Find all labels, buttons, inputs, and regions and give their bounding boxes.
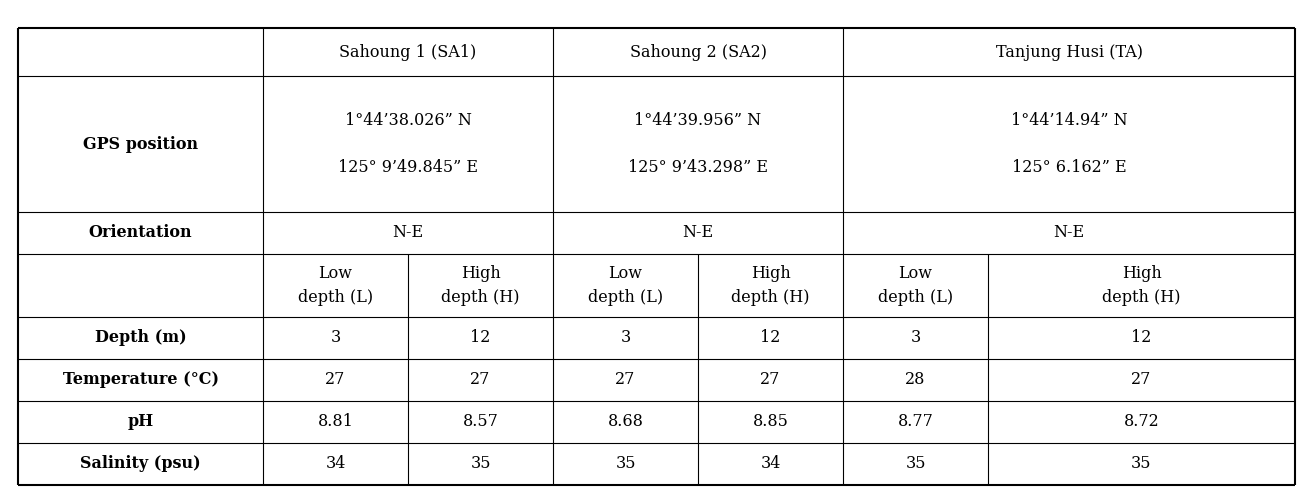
Text: 27: 27	[470, 371, 491, 389]
Text: 3: 3	[621, 329, 631, 346]
Text: 35: 35	[470, 456, 491, 472]
Text: 12: 12	[761, 329, 781, 346]
Text: 8.81: 8.81	[318, 414, 353, 431]
Text: 8.72: 8.72	[1123, 414, 1160, 431]
Text: Depth (m): Depth (m)	[94, 329, 186, 346]
Text: 35: 35	[1131, 456, 1152, 472]
Text: Salinity (psu): Salinity (psu)	[80, 456, 201, 472]
Text: 1°44’38.026” N

125° 9’49.845” E: 1°44’38.026” N 125° 9’49.845” E	[338, 112, 478, 176]
Text: High
depth (H): High depth (H)	[441, 265, 520, 306]
Text: Low
depth (L): Low depth (L)	[588, 265, 663, 306]
Text: 27: 27	[1131, 371, 1152, 389]
Text: 34: 34	[761, 456, 781, 472]
Text: Sahoung 2 (SA2): Sahoung 2 (SA2)	[630, 44, 766, 61]
Text: 1°44’14.94” N

125° 6.162” E: 1°44’14.94” N 125° 6.162” E	[1010, 112, 1127, 176]
Text: 34: 34	[325, 456, 345, 472]
Text: 27: 27	[761, 371, 781, 389]
Text: High
depth (H): High depth (H)	[731, 265, 810, 306]
Text: Tanjung Husi (TA): Tanjung Husi (TA)	[996, 44, 1143, 61]
Text: 3: 3	[331, 329, 341, 346]
Text: 27: 27	[325, 371, 345, 389]
Text: 1°44’39.956” N

125° 9’43.298” E: 1°44’39.956” N 125° 9’43.298” E	[628, 112, 768, 176]
Text: Sahoung 1 (SA1): Sahoung 1 (SA1)	[340, 44, 476, 61]
Text: Low
depth (L): Low depth (L)	[878, 265, 953, 306]
Text: 27: 27	[615, 371, 636, 389]
Text: N-E: N-E	[392, 224, 424, 242]
Text: 8.85: 8.85	[753, 414, 789, 431]
Text: Orientation: Orientation	[89, 224, 193, 242]
Text: 28: 28	[905, 371, 926, 389]
Text: 3: 3	[911, 329, 921, 346]
Text: 12: 12	[1131, 329, 1152, 346]
Text: 8.68: 8.68	[607, 414, 643, 431]
Text: 12: 12	[470, 329, 491, 346]
Text: pH: pH	[127, 414, 154, 431]
Text: Temperature (°C): Temperature (°C)	[63, 371, 219, 389]
Text: Low
depth (L): Low depth (L)	[298, 265, 373, 306]
Text: N-E: N-E	[682, 224, 714, 242]
Text: 35: 35	[615, 456, 636, 472]
Text: 8.77: 8.77	[897, 414, 933, 431]
Text: High
depth (H): High depth (H)	[1102, 265, 1181, 306]
Text: 35: 35	[905, 456, 926, 472]
Text: N-E: N-E	[1054, 224, 1085, 242]
Text: GPS position: GPS position	[83, 136, 198, 152]
Text: 8.57: 8.57	[463, 414, 499, 431]
